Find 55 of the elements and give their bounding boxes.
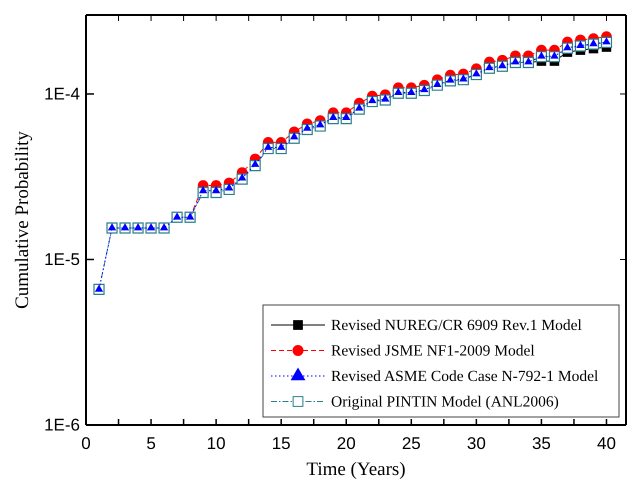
- point: [160, 223, 168, 230]
- point: [329, 112, 338, 120]
- point: [407, 88, 416, 95]
- x-tick-label: 35: [532, 434, 551, 454]
- point: [485, 62, 494, 70]
- y-tick-label: 1E-4: [44, 84, 80, 104]
- x-tick-label: 30: [466, 434, 486, 454]
- point: [108, 223, 116, 230]
- point: [433, 80, 442, 87]
- point: [498, 60, 507, 68]
- legend-label: Original PINTIN Model (ANL2006): [331, 394, 559, 410]
- y-tick-label: 1E-5: [44, 250, 80, 269]
- point: [120, 223, 130, 230]
- point: [576, 40, 585, 48]
- point: [368, 96, 376, 104]
- legend-label: Revised JSME NF1-2009 Model: [331, 342, 535, 360]
- point: [355, 103, 364, 111]
- point: [472, 69, 481, 76]
- x-axis-title: Time (Years): [306, 459, 406, 480]
- point: [212, 186, 220, 194]
- point: [146, 223, 156, 230]
- point: [394, 88, 402, 95]
- point: [459, 74, 468, 82]
- point: [602, 37, 611, 44]
- point: [524, 57, 533, 64]
- y-tick-label: 1E-6: [44, 415, 80, 434]
- point: [224, 183, 234, 190]
- legend-label: Revised ASME Code Case N-792-1 Model: [331, 368, 598, 385]
- x-tick-label: 0: [81, 434, 91, 454]
- point: [250, 160, 260, 167]
- point: [277, 142, 286, 150]
- legend-label: Revised NUREG/CR 6909 Rev.1 Model: [331, 317, 582, 334]
- x-tick-label: 40: [597, 434, 616, 454]
- point: [290, 132, 298, 140]
- x-tick-label: 15: [272, 434, 291, 454]
- point: [198, 186, 208, 194]
- point: [238, 173, 246, 181]
- point: [172, 212, 182, 220]
- point: [589, 38, 598, 46]
- point: [264, 142, 272, 150]
- point: [316, 120, 324, 128]
- y-axis-title: Cumulative Probability: [12, 130, 33, 309]
- point: [342, 112, 350, 120]
- x-tick-label: 25: [402, 434, 421, 454]
- point: [446, 75, 454, 83]
- point: [563, 43, 572, 50]
- point: [186, 212, 194, 220]
- x-tick-label: 5: [146, 434, 156, 454]
- point: [511, 57, 520, 64]
- x-tick-label: 20: [336, 434, 356, 454]
- point: [537, 51, 546, 59]
- point: [134, 223, 142, 230]
- x-tick-label: 10: [206, 434, 226, 454]
- point: [550, 51, 559, 59]
- point: [94, 284, 104, 292]
